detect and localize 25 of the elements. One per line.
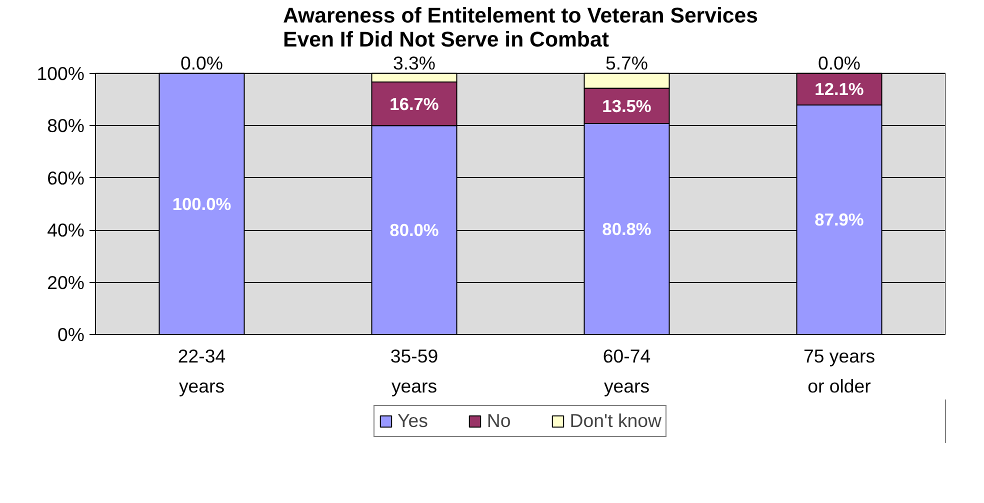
y-tick-label: 100% bbox=[36, 62, 85, 84]
y-tick-label: 40% bbox=[47, 220, 85, 241]
y-tick-label: 80% bbox=[47, 115, 85, 136]
legend-label: Don't know bbox=[570, 410, 662, 432]
data-label: 87.9% bbox=[814, 210, 864, 230]
y-tick-label: 20% bbox=[47, 272, 85, 293]
y-tick-label: 0% bbox=[58, 324, 85, 345]
data-label: 13.5% bbox=[602, 96, 652, 116]
data-label: 80.8% bbox=[602, 219, 652, 240]
category-label: 75 years or older bbox=[803, 346, 876, 396]
data-label: 5.7% bbox=[605, 52, 648, 74]
data-label: 0.0% bbox=[180, 52, 224, 74]
category-label: 35-59 years bbox=[390, 346, 438, 396]
chart-title: Awareness of Entitelement to Veteran Services Even If Did Not Serve in Combat bbox=[283, 4, 758, 52]
data-label: 3.3% bbox=[392, 52, 436, 74]
legend-label: No bbox=[486, 410, 511, 432]
data-label: 16.7% bbox=[390, 94, 439, 114]
data-label: 0.0% bbox=[818, 52, 861, 74]
data-label: 100.0% bbox=[172, 194, 232, 214]
y-tick-label: 60% bbox=[47, 167, 85, 188]
category-label: 60-74 years bbox=[602, 346, 651, 396]
data-label: 12.1% bbox=[814, 79, 864, 100]
data-label: 80.0% bbox=[390, 220, 439, 240]
legend-label: Yes bbox=[397, 410, 428, 432]
category-label: 22-34 years bbox=[178, 346, 226, 396]
